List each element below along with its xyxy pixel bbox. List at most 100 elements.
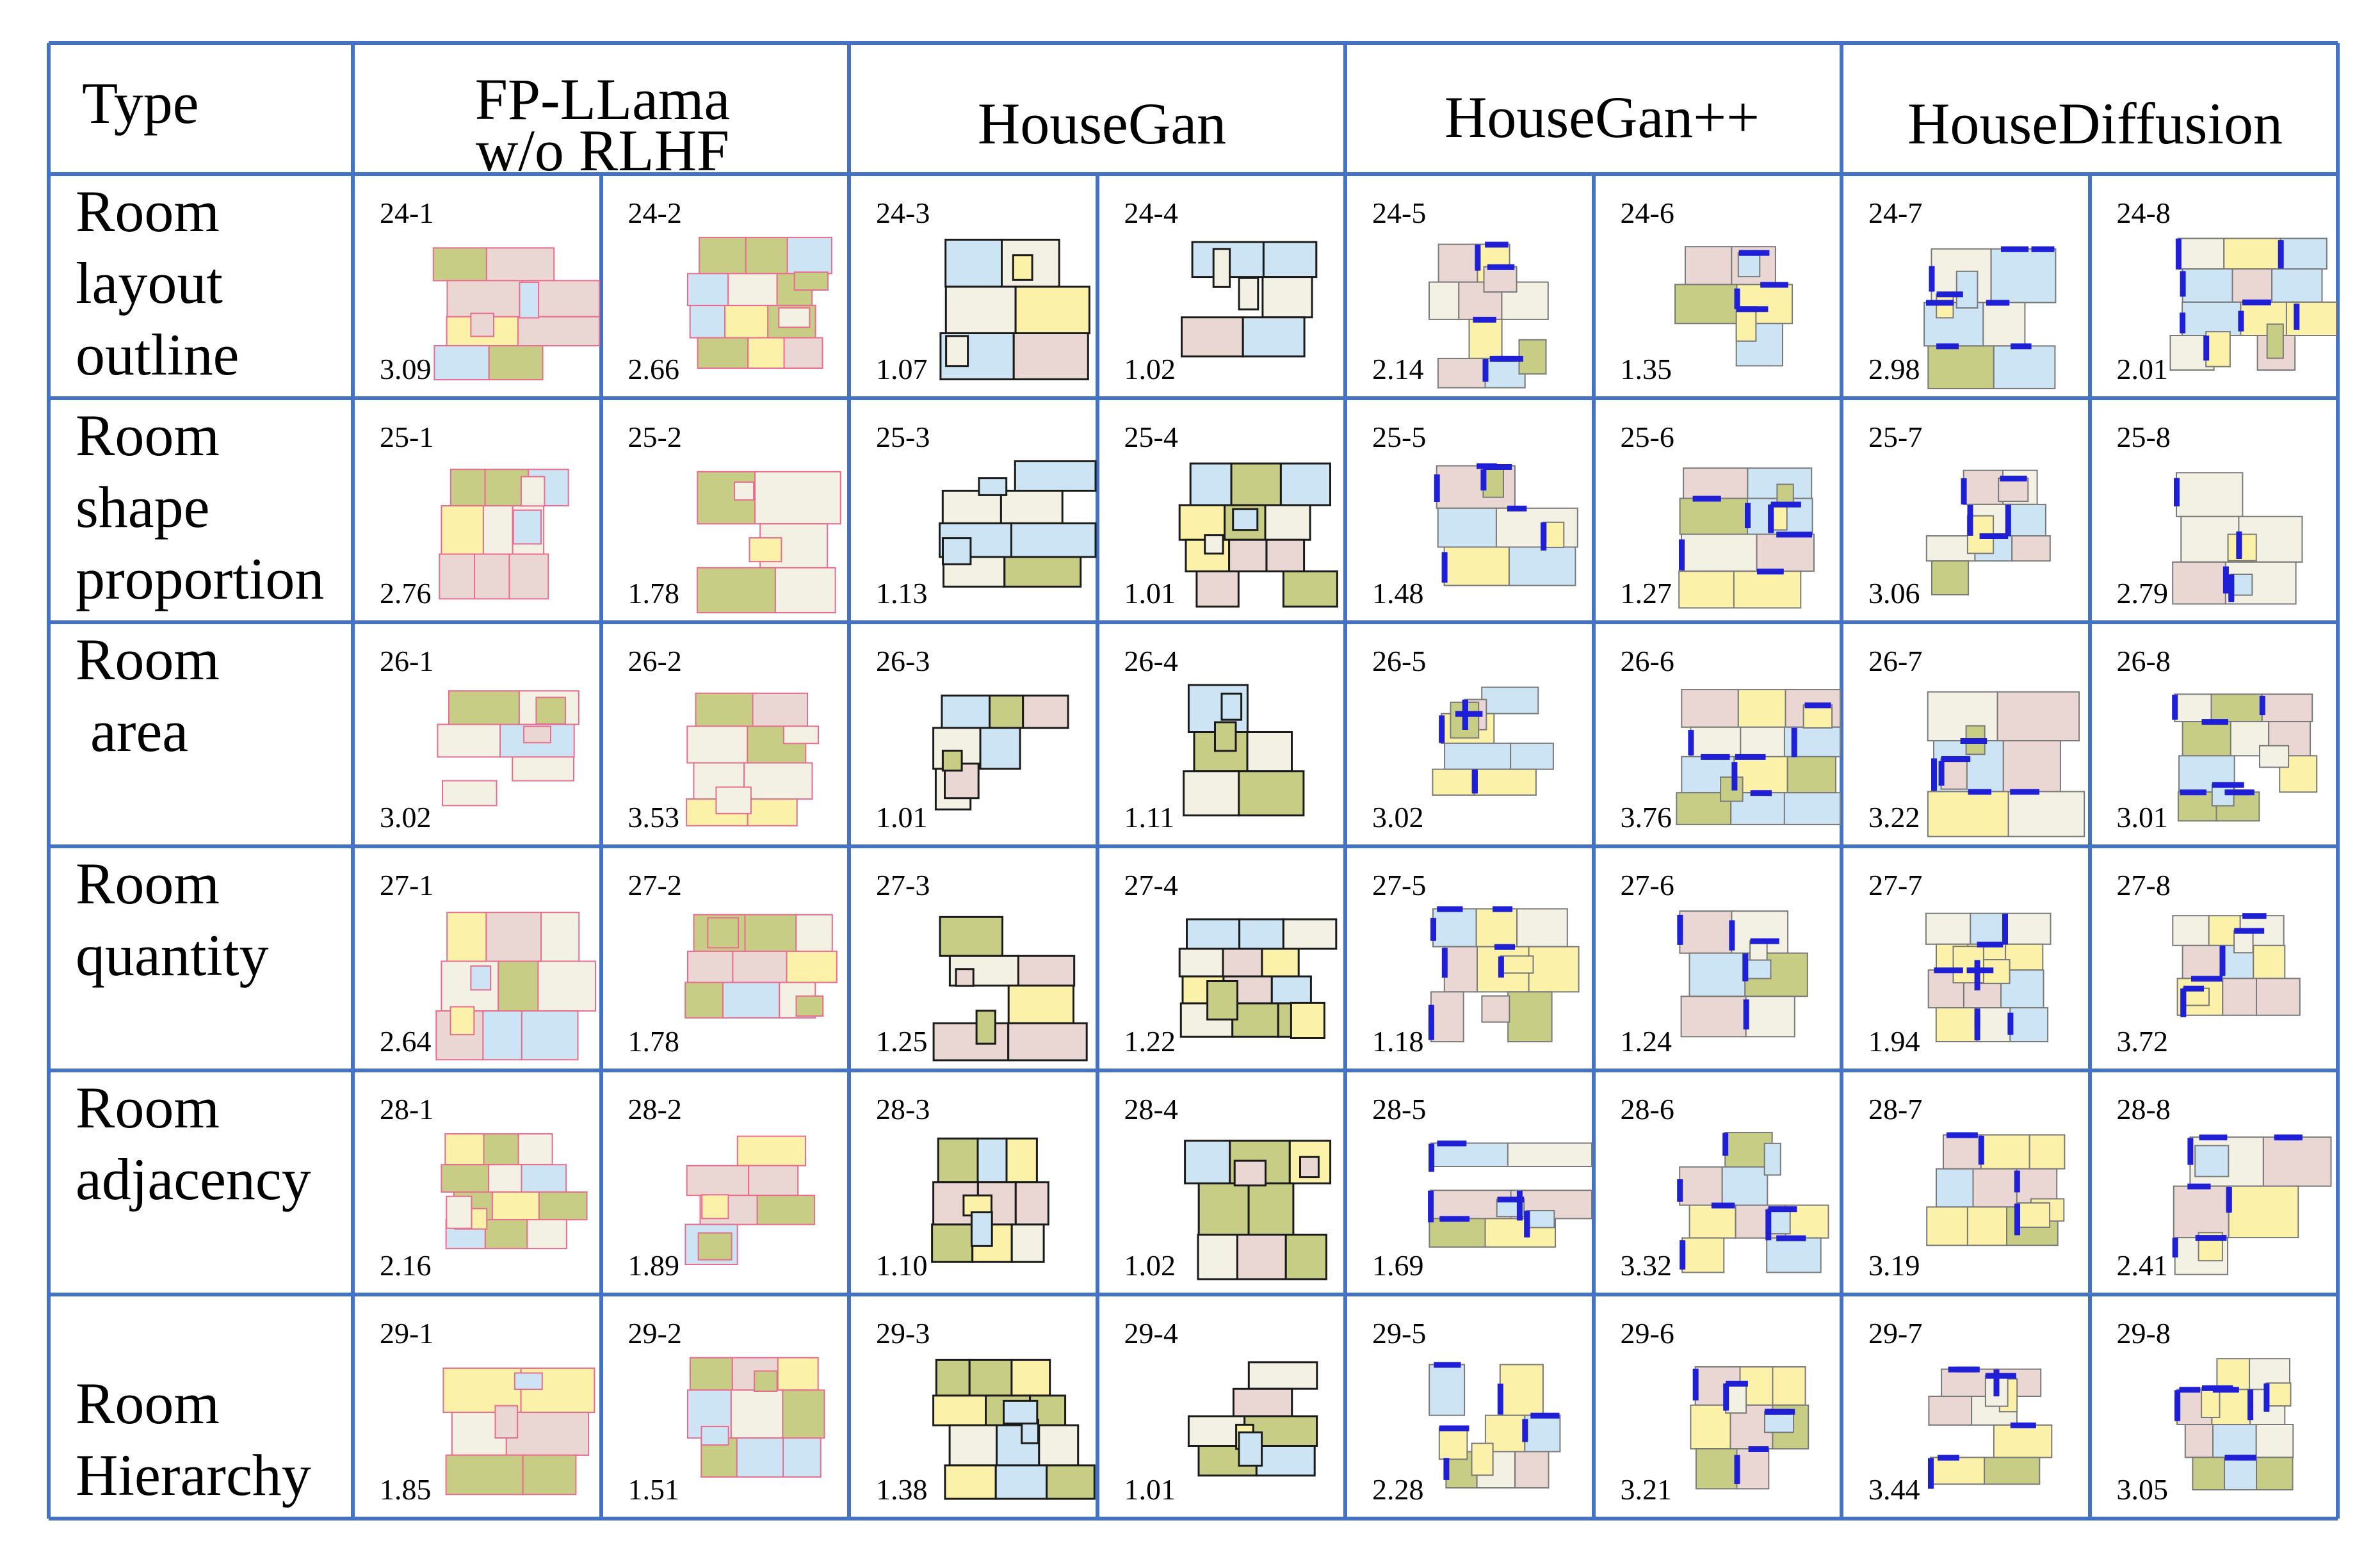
room [955,968,975,987]
room [1017,955,1076,987]
room [2028,1134,2066,1170]
door [2002,914,2008,945]
door [1804,702,1831,709]
room [994,1464,1048,1500]
room [446,912,487,962]
room [941,750,963,772]
floor-plan [686,236,832,369]
room [700,1426,729,1446]
grid-vline [2336,43,2340,1519]
room [1998,478,2029,503]
room [484,1219,528,1250]
door [1967,506,1973,534]
room [1689,726,1741,757]
room [932,1394,987,1426]
door [1428,1190,1434,1223]
room [1688,1204,1736,1239]
room [1282,918,1337,950]
floor-plan [2172,1134,2331,1275]
room [1767,1208,1791,1235]
header-col-housegan-pp: HouseGan++ [1444,85,1760,150]
room [1010,522,1097,558]
door [2011,343,2032,350]
door [1938,1455,1959,1461]
room [514,1372,543,1390]
room [1681,1237,1724,1273]
room [1430,1142,1518,1167]
room [1518,339,1547,375]
grid-vline [1840,43,1843,1519]
room [2262,1136,2331,1187]
room [1772,1366,1806,1406]
door [1993,1369,2000,1397]
room [485,247,555,282]
room [1526,1210,1555,1229]
room [744,914,797,952]
door [1494,355,1523,362]
room [517,1133,553,1166]
cell-id: 27-3 [876,869,930,901]
room [697,337,749,369]
room [494,1405,519,1439]
room [1007,1022,1088,1061]
room [2231,268,2272,303]
room [470,312,494,337]
room [1178,948,1224,978]
room [1776,483,1794,505]
room [1763,1410,1794,1433]
room [2215,1358,2250,1391]
cell-id: 27-7 [1868,869,1923,901]
floor-plan [432,247,601,381]
room [1182,770,1240,817]
door [1960,738,1987,744]
floor-plan [931,1137,1049,1263]
result-cell: 24-5 2.14 [1372,198,1582,389]
door [1429,1143,1435,1172]
room [700,1194,729,1220]
room [941,694,991,729]
room [1014,1181,1049,1226]
room [2182,721,2231,757]
result-cell: 26-1 3.02 [380,647,590,832]
room [736,1437,784,1478]
room [756,1195,815,1225]
door [1437,1140,1467,1147]
door [1692,496,1721,502]
cell-score: 1.85 [380,1473,432,1506]
cell-id: 27-4 [1124,869,1178,901]
result-cell: 25-8 2.79 [2117,423,2327,608]
door [1941,756,1971,762]
door [1748,1446,1769,1452]
room [942,537,972,565]
room [491,1191,540,1221]
room [1185,918,1240,950]
floor-plan [2171,693,2317,822]
door [2031,246,2055,252]
cell-id: 24-4 [1124,197,1178,229]
room [1925,912,1971,945]
cell-score: 3.06 [1868,577,1920,609]
room [520,476,546,507]
result-cell: 24-6 1.35 [1621,198,1831,384]
cell-score: 2.76 [380,577,432,609]
room [442,780,498,807]
floor-plan [1928,1366,2053,1489]
room [1299,1156,1320,1179]
door [1785,531,1812,538]
room [1270,975,1312,1004]
room [1733,570,1801,609]
cell-id: 27-1 [380,869,434,901]
room [932,1022,1010,1061]
result-cell: 29-2 1.51 [628,1319,838,1505]
cell-score: 1.78 [627,577,680,609]
cell-id: 26-4 [1124,645,1178,677]
floor-plan [1689,1366,1809,1490]
room [523,725,552,744]
room [1516,908,1568,948]
result-cell: 25-6 1.27 [1621,423,1831,609]
header-col-line2: w/o RLHF [475,118,730,183]
grid-vline [1591,174,1596,1519]
room [1014,460,1097,492]
door [1434,474,1440,502]
room [1745,996,1795,1038]
